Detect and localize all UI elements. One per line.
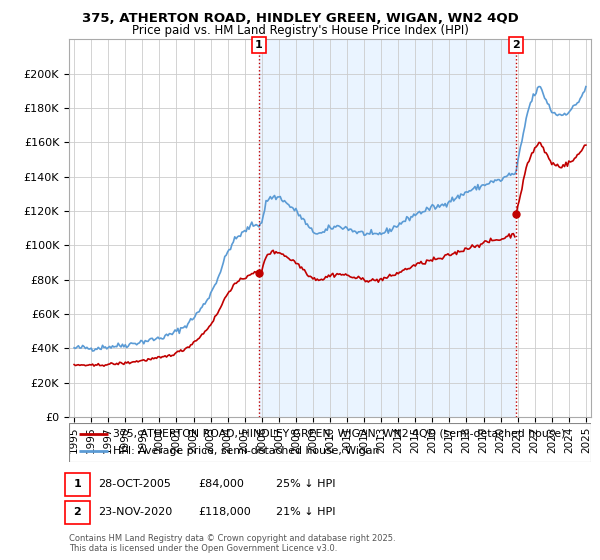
Text: 25% ↓ HPI: 25% ↓ HPI	[276, 479, 335, 489]
Text: 1: 1	[255, 40, 263, 50]
Text: HPI: Average price, semi-detached house, Wigan: HPI: Average price, semi-detached house,…	[113, 446, 380, 456]
Text: £118,000: £118,000	[198, 507, 251, 517]
Text: 2: 2	[74, 507, 81, 517]
Text: 375, ATHERTON ROAD, HINDLEY GREEN, WIGAN, WN2 4QD (semi-detached house): 375, ATHERTON ROAD, HINDLEY GREEN, WIGAN…	[113, 429, 566, 439]
Bar	[259, 39, 516, 417]
Text: £84,000: £84,000	[198, 479, 244, 489]
Text: 2: 2	[512, 40, 520, 50]
Text: 28-OCT-2005: 28-OCT-2005	[98, 479, 170, 489]
Text: 21% ↓ HPI: 21% ↓ HPI	[276, 507, 335, 517]
Text: 1: 1	[74, 479, 81, 489]
Text: 375, ATHERTON ROAD, HINDLEY GREEN, WIGAN, WN2 4QD: 375, ATHERTON ROAD, HINDLEY GREEN, WIGAN…	[82, 12, 518, 25]
Text: Price paid vs. HM Land Registry's House Price Index (HPI): Price paid vs. HM Land Registry's House …	[131, 24, 469, 37]
Text: Contains HM Land Registry data © Crown copyright and database right 2025.
This d: Contains HM Land Registry data © Crown c…	[69, 534, 395, 553]
Text: 23-NOV-2020: 23-NOV-2020	[98, 507, 172, 517]
